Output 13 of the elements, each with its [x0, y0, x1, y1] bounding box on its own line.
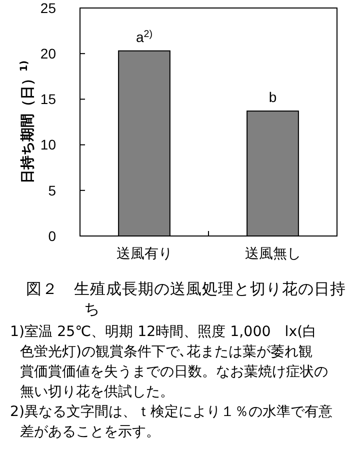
x-tick-label: 送風無し — [244, 246, 301, 262]
y-tick-label: 10 — [40, 136, 56, 153]
y-tick-label: 20 — [40, 46, 56, 62]
annotation: a$^{2)}$ — [136, 28, 153, 45]
text: 2)異なる文字間は、ｔ検定により１％の水準で有意差があることを示す。 — [10, 404, 333, 440]
y-tick-label: 5 — [48, 182, 56, 198]
x-tick-label: 送風有り — [116, 246, 172, 262]
text: 1)室温 25℃、明期 12時間、照度 1,000 lx(白色蛍光灯)の観賞条件下で､花または葉が萎れ観賞価賞価値を失うまでの日数。なお葉焼け症状の無い切り花を供試した。 — [10, 324, 328, 400]
annotation: b — [268, 89, 277, 106]
text: 図２ 生殖成長期の送風処理と切り花の日持ち — [26, 280, 346, 318]
y-tick-label: 15 — [40, 91, 56, 108]
y-tick-label: 0 — [48, 228, 56, 244]
y-tick-label: 25 — [40, 0, 56, 16]
